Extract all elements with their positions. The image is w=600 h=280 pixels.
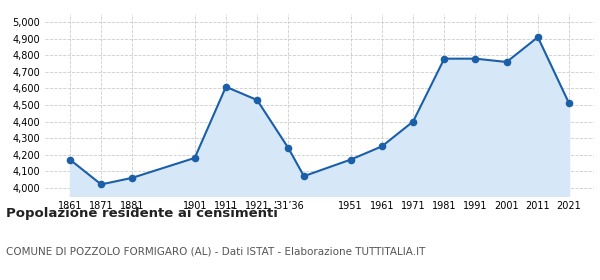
Point <box>221 85 231 89</box>
Point <box>502 60 511 64</box>
Point <box>377 144 386 149</box>
Point <box>128 176 137 180</box>
Point <box>564 101 574 106</box>
Point <box>439 57 449 61</box>
Point <box>299 174 309 178</box>
Point <box>284 146 293 150</box>
Point <box>253 98 262 102</box>
Point <box>65 157 75 162</box>
Point <box>408 119 418 124</box>
Point <box>470 57 480 61</box>
Point <box>190 156 200 160</box>
Point <box>346 157 355 162</box>
Point <box>97 182 106 187</box>
Text: COMUNE DI POZZOLO FORMIGARO (AL) - Dati ISTAT - Elaborazione TUTTITALIA.IT: COMUNE DI POZZOLO FORMIGARO (AL) - Dati … <box>6 246 425 256</box>
Text: Popolazione residente ai censimenti: Popolazione residente ai censimenti <box>6 207 278 220</box>
Point <box>533 35 542 39</box>
